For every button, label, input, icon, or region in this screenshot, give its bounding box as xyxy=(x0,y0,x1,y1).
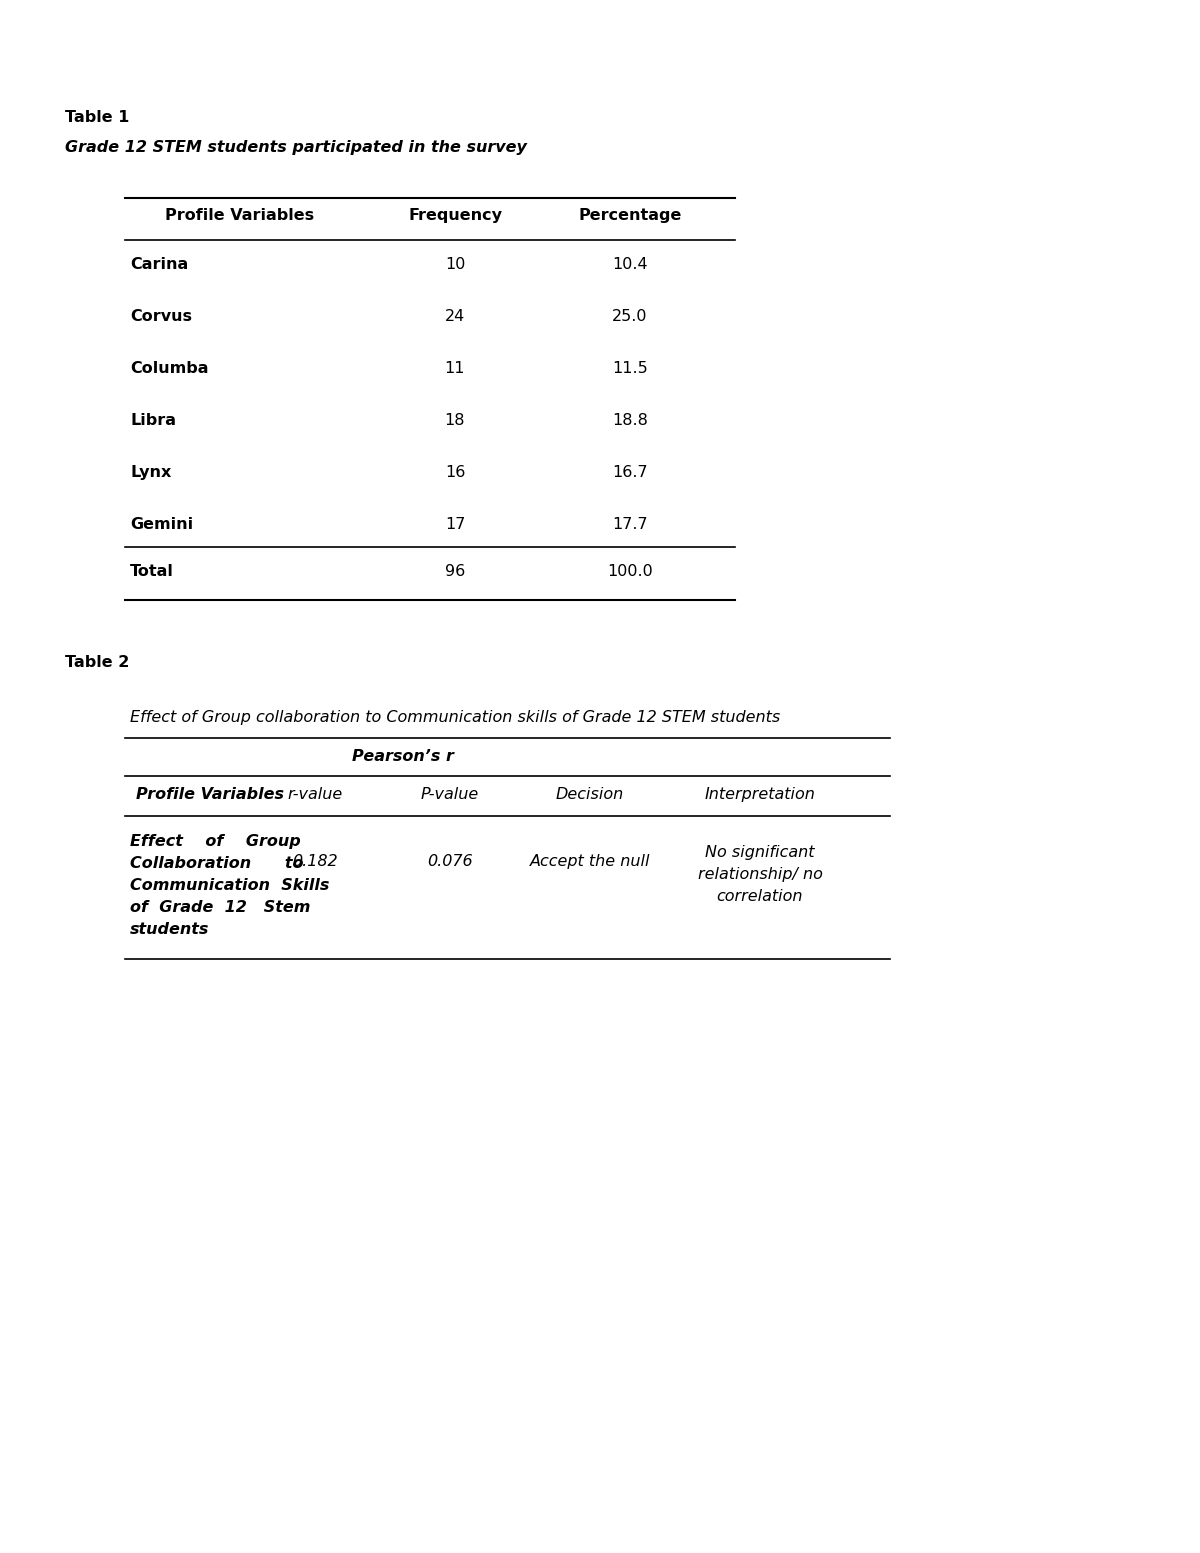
Text: Columba: Columba xyxy=(130,360,209,376)
Text: Effect    of    Group: Effect of Group xyxy=(130,834,301,849)
Text: 16.7: 16.7 xyxy=(612,464,648,480)
Text: Interpretation: Interpretation xyxy=(704,787,816,801)
Text: Gemini: Gemini xyxy=(130,517,193,533)
Text: Pearson’s r: Pearson’s r xyxy=(352,749,454,764)
Text: Decision: Decision xyxy=(556,787,624,801)
Text: 25.0: 25.0 xyxy=(612,309,648,325)
Text: students: students xyxy=(130,922,209,936)
Text: 100.0: 100.0 xyxy=(607,564,653,579)
Text: Grade 12 STEM students participated in the survey: Grade 12 STEM students participated in t… xyxy=(65,140,527,155)
Text: 10: 10 xyxy=(445,256,466,272)
Text: 18: 18 xyxy=(445,413,466,429)
Text: relationship/ no: relationship/ no xyxy=(697,867,822,882)
Text: Libra: Libra xyxy=(130,413,176,429)
Text: Lynx: Lynx xyxy=(130,464,172,480)
Text: 18.8: 18.8 xyxy=(612,413,648,429)
Text: Communication  Skills: Communication Skills xyxy=(130,877,329,893)
Text: Table 1: Table 1 xyxy=(65,110,130,124)
Text: of  Grade  12   Stem: of Grade 12 Stem xyxy=(130,901,311,915)
Text: Percentage: Percentage xyxy=(578,208,682,224)
Text: 17.7: 17.7 xyxy=(612,517,648,533)
Text: P-value: P-value xyxy=(421,787,479,801)
Text: Table 2: Table 2 xyxy=(65,655,130,669)
Text: 96: 96 xyxy=(445,564,466,579)
Text: Profile Variables: Profile Variables xyxy=(136,787,284,801)
Text: 17: 17 xyxy=(445,517,466,533)
Text: Profile Variables: Profile Variables xyxy=(166,208,314,224)
Text: No significant: No significant xyxy=(706,845,815,860)
Text: Accept the null: Accept the null xyxy=(529,854,650,870)
Text: 11.5: 11.5 xyxy=(612,360,648,376)
Text: 0.182: 0.182 xyxy=(292,854,338,870)
Text: Effect of Group collaboration to Communication skills of Grade 12 STEM students: Effect of Group collaboration to Communi… xyxy=(130,710,780,725)
Text: Corvus: Corvus xyxy=(130,309,192,325)
Text: correlation: correlation xyxy=(716,888,803,904)
Text: 0.076: 0.076 xyxy=(427,854,473,870)
Text: 10.4: 10.4 xyxy=(612,256,648,272)
Text: Frequency: Frequency xyxy=(408,208,502,224)
Text: r-value: r-value xyxy=(287,787,343,801)
Text: Total: Total xyxy=(130,564,174,579)
Text: 16: 16 xyxy=(445,464,466,480)
Text: 11: 11 xyxy=(445,360,466,376)
Text: Collaboration      to: Collaboration to xyxy=(130,856,304,871)
Text: 24: 24 xyxy=(445,309,466,325)
Text: Carina: Carina xyxy=(130,256,188,272)
